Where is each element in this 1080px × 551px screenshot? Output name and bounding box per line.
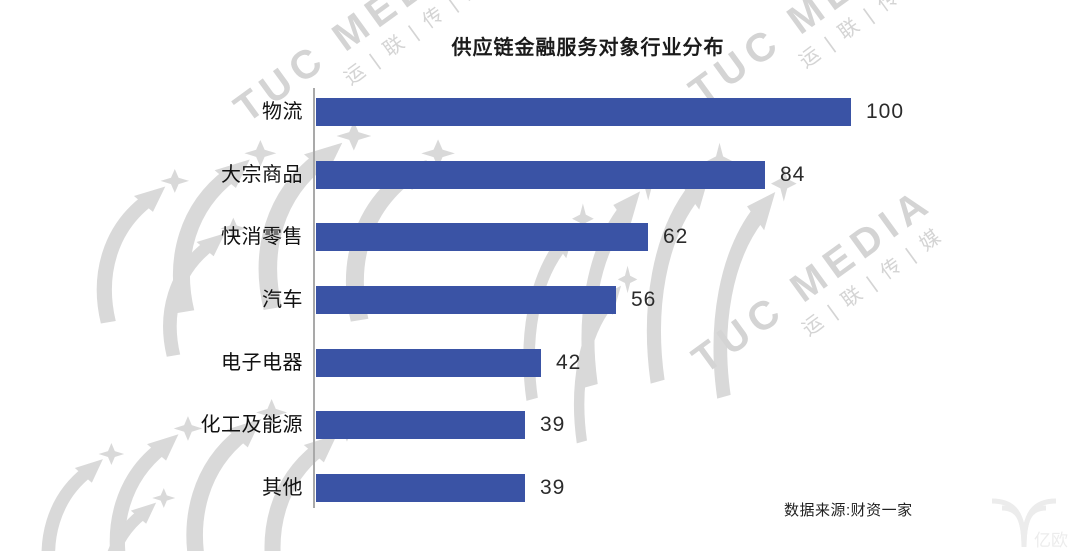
bar xyxy=(316,223,648,251)
bar xyxy=(316,349,541,377)
bar-row: 汽车 56 xyxy=(0,286,1080,314)
value-label: 56 xyxy=(631,288,657,311)
chart-title: 供应链金融服务对象行业分布 xyxy=(451,37,725,59)
value-label: 39 xyxy=(540,476,566,499)
bar xyxy=(316,286,616,314)
bar xyxy=(316,161,765,189)
category-label: 汽车 xyxy=(262,289,303,311)
category-label: 电子电器 xyxy=(221,352,303,374)
category-label: 化工及能源 xyxy=(200,414,303,436)
bar xyxy=(316,474,525,502)
bar-row: 物流 100 xyxy=(0,98,1080,126)
bar-row: 其他 39 xyxy=(0,474,1080,502)
value-label: 84 xyxy=(780,163,806,186)
value-label: 62 xyxy=(663,225,689,248)
value-label: 42 xyxy=(556,351,582,374)
category-label: 快消零售 xyxy=(221,226,303,248)
bar-row: 快消零售 62 xyxy=(0,223,1080,251)
yiou-logo-text: 亿欧 xyxy=(1034,531,1068,549)
category-label: 大宗商品 xyxy=(221,164,303,186)
bar xyxy=(316,98,851,126)
value-label: 100 xyxy=(866,100,905,123)
category-label: 其他 xyxy=(262,477,303,499)
bar-row: 电子电器 42 xyxy=(0,349,1080,377)
bar xyxy=(316,411,525,439)
bar-row: 大宗商品 84 xyxy=(0,161,1080,189)
category-label: 物流 xyxy=(262,101,303,123)
data-source-note: 数据来源:财资一家 xyxy=(784,502,913,519)
yiou-logo-icon: 亿欧 xyxy=(991,498,1068,549)
value-label: 39 xyxy=(540,413,566,436)
bar-row: 化工及能源 39 xyxy=(0,411,1080,439)
